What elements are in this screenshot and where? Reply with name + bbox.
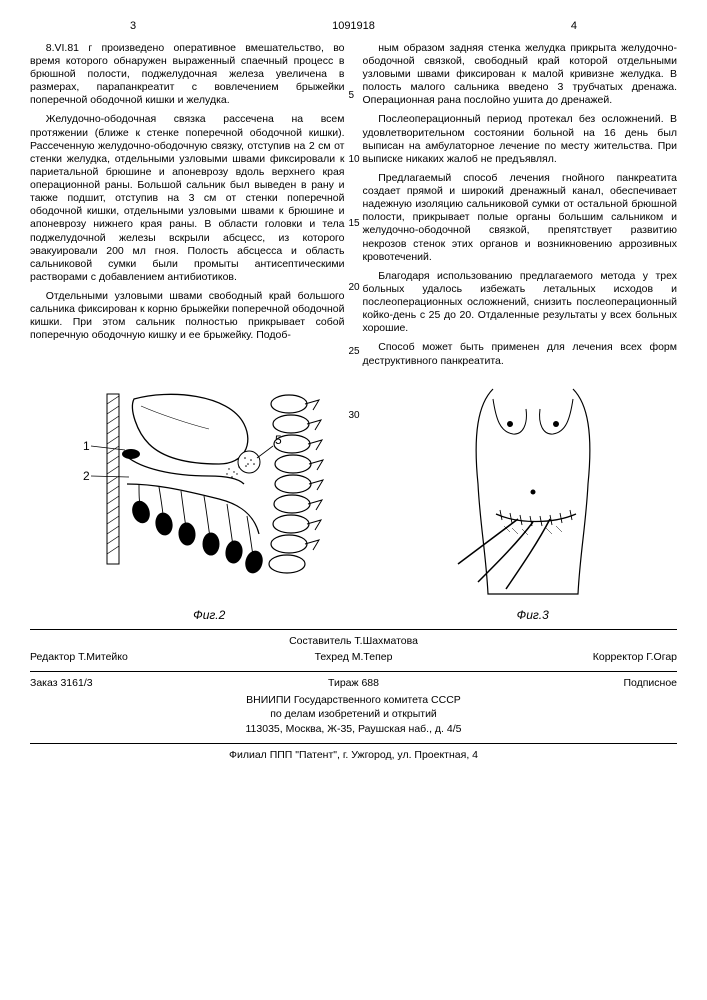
figure-3-caption: Фиг.3 (438, 608, 628, 623)
paragraph: 8.VI.81 г произведено оперативное вмешат… (30, 42, 345, 108)
credit-subscription: Подписное (461, 676, 677, 691)
credits-row: Заказ 3161/3 Тираж 688 Подписное (30, 676, 677, 691)
credit-line: ВНИИПИ Государственного комитета СССР (30, 693, 677, 708)
divider (30, 671, 677, 672)
patent-number: 1091918 (332, 20, 375, 34)
figure-label-5: 5 (275, 433, 282, 447)
left-column: 8.VI.81 г произведено оперативное вмешат… (30, 42, 345, 374)
divider (30, 743, 677, 744)
paragraph: Желудочно-ободочная связка рассечена на … (30, 113, 345, 284)
credit-tech: Техред М.Тепер (246, 650, 462, 665)
credit-editor: Редактор Т.Митейко (30, 650, 246, 665)
credit-order: Заказ 3161/3 (30, 676, 246, 691)
page-header: 3 1091918 4 (30, 20, 677, 34)
credit-right (461, 634, 677, 649)
paragraph: Благодаря использованию предлагаемого ме… (363, 270, 678, 336)
anatomy-diagram-icon: 1 2 5 (79, 384, 339, 604)
credits-row: Редактор Т.Митейко Техред М.Тепер Коррек… (30, 650, 677, 665)
credit-line: Филиал ППП "Патент", г. Ужгород, ул. Про… (30, 748, 677, 763)
figure-2: 1 2 5 Фиг.2 (79, 384, 339, 623)
line-marker: 30 (349, 410, 690, 423)
right-column: 5 10 15 20 25 30 ным образом задняя стен… (363, 42, 678, 374)
line-marker: 25 (349, 346, 690, 359)
text-columns: 8.VI.81 г произведено оперативное вмешат… (30, 42, 677, 374)
credits-block: Составитель Т.Шахматова Редактор Т.Митей… (30, 634, 677, 763)
credit-compiler: Составитель Т.Шахматова (246, 634, 462, 649)
line-marker: 5 (349, 90, 690, 103)
figure-2-caption: Фиг.2 (79, 608, 339, 623)
line-marker: 20 (349, 282, 690, 295)
page-num-right: 4 (571, 20, 577, 34)
figure-label-1: 1 (83, 439, 90, 453)
figure-label-2: 2 (83, 469, 90, 483)
page: 3 1091918 4 8.VI.81 г произведено операт… (0, 0, 707, 1000)
page-num-left: 3 (130, 20, 136, 34)
line-marker: 10 (349, 154, 690, 167)
divider (30, 629, 677, 630)
credit-left (30, 634, 246, 649)
credit-corrector: Корректор Г.Огар (461, 650, 677, 665)
paragraph: Отдельными узловыми швами свободный край… (30, 290, 345, 343)
line-marker: 15 (349, 218, 690, 231)
credit-line: 113035, Москва, Ж-35, Раушская наб., д. … (30, 722, 677, 737)
credits-row: Составитель Т.Шахматова (30, 634, 677, 649)
credit-line: по делам изобретений и открытий (30, 707, 677, 722)
credit-tirage: Тираж 688 (246, 676, 462, 691)
